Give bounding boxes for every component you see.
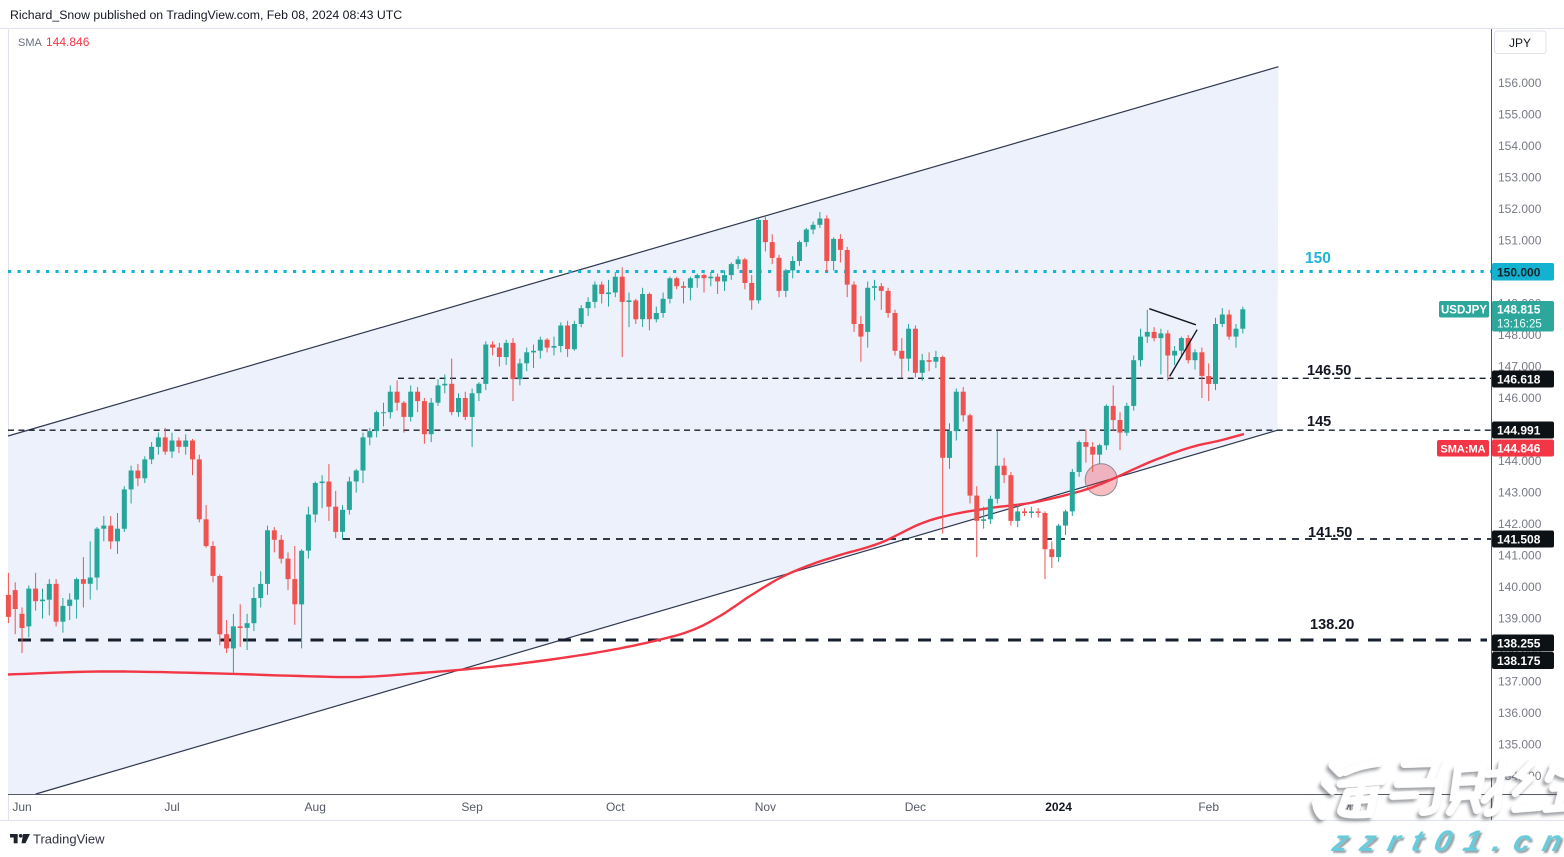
svg-text:137.000: 137.000 [1498,675,1542,689]
svg-text:Oct: Oct [606,800,625,814]
svg-text:Richard_Snow published on Trad: Richard_Snow published on TradingView.co… [10,8,402,22]
svg-text:JPY: JPY [1509,36,1531,50]
svg-text:144.991: 144.991 [1497,424,1541,438]
svg-text:147.000: 147.000 [1498,360,1542,374]
svg-text:SMA: SMA [18,37,43,49]
svg-text:Aug: Aug [305,800,326,814]
svg-text:150.000: 150.000 [1497,266,1541,280]
svg-text:Nov: Nov [755,800,776,814]
svg-text:148.815: 148.815 [1497,303,1541,317]
svg-text:TradingView: TradingView [33,832,105,847]
svg-text:153.000: 153.000 [1498,171,1542,185]
svg-text:143.000: 143.000 [1498,486,1542,500]
svg-text:140.000: 140.000 [1498,580,1542,594]
svg-text:2024: 2024 [1045,800,1072,814]
svg-text:138.255: 138.255 [1497,637,1541,651]
svg-text:139.000: 139.000 [1498,612,1542,626]
svg-text:141.000: 141.000 [1498,549,1542,563]
svg-text:141.50: 141.50 [1308,525,1352,541]
svg-text:138.175: 138.175 [1497,654,1541,668]
svg-text:144.846: 144.846 [46,35,90,49]
svg-text:146.50: 146.50 [1307,363,1351,379]
svg-text:144.000: 144.000 [1498,454,1542,468]
svg-text:135.000: 135.000 [1498,738,1542,752]
svg-text:145: 145 [1307,414,1331,430]
svg-text:151.000: 151.000 [1498,234,1542,248]
svg-text:152.000: 152.000 [1498,202,1542,216]
svg-text:150: 150 [1305,250,1331,267]
svg-text:146.000: 146.000 [1498,391,1542,405]
svg-text:144.846: 144.846 [1497,442,1541,456]
svg-text:146.618: 146.618 [1497,373,1541,387]
svg-text:142.000: 142.000 [1498,517,1542,531]
svg-text:USDJPY: USDJPY [1441,305,1487,317]
svg-text:13:16:25: 13:16:25 [1497,319,1542,331]
svg-text:154.000: 154.000 [1498,139,1542,153]
svg-text:156.000: 156.000 [1498,76,1542,90]
svg-text:Dec: Dec [905,800,926,814]
svg-text:155.000: 155.000 [1498,108,1542,122]
svg-text:Sep: Sep [461,800,483,814]
svg-text:SMA:MA: SMA:MA [1440,444,1485,456]
svg-text:138.20: 138.20 [1310,617,1354,633]
svg-text:141.508: 141.508 [1497,533,1541,547]
svg-text:Jul: Jul [164,800,179,814]
svg-text:Feb: Feb [1198,800,1219,814]
svg-text:zzrt01.cn: zzrt01.cn [1328,824,1564,857]
svg-text:Jun: Jun [12,800,31,814]
svg-text:136.000: 136.000 [1498,706,1542,720]
